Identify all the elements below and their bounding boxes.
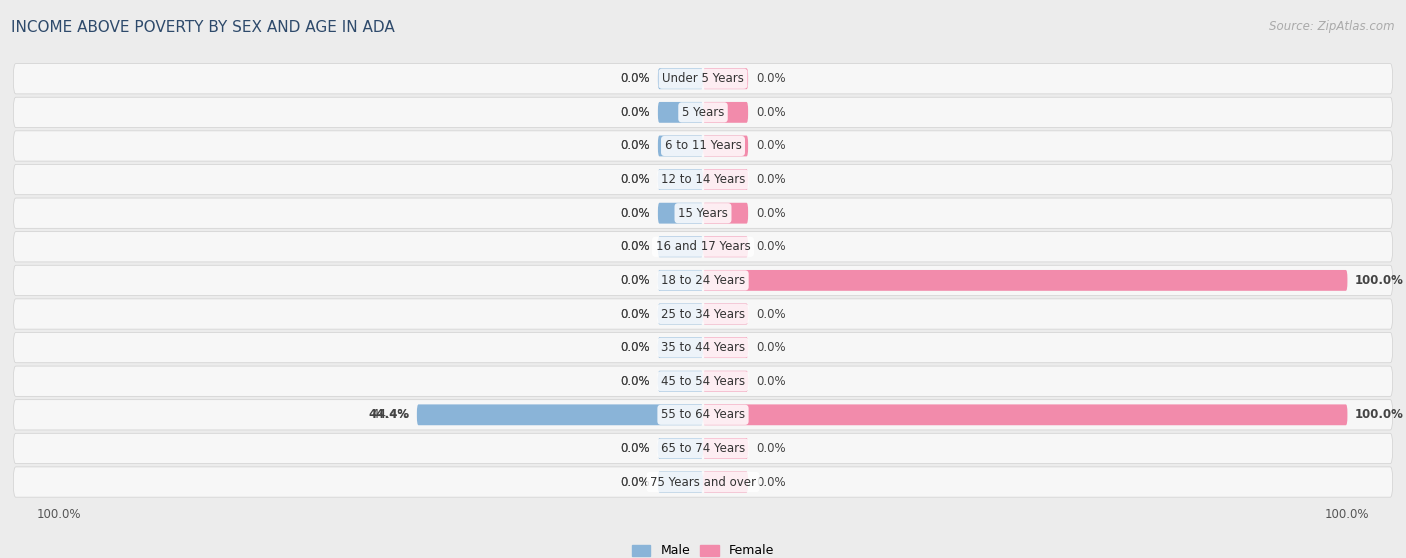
FancyBboxPatch shape — [14, 333, 1392, 363]
Text: 0.0%: 0.0% — [620, 341, 650, 354]
FancyBboxPatch shape — [658, 203, 703, 224]
Text: 0.0%: 0.0% — [620, 475, 650, 489]
FancyBboxPatch shape — [703, 102, 748, 123]
FancyBboxPatch shape — [14, 165, 1392, 195]
Text: 0.0%: 0.0% — [620, 206, 650, 220]
Text: 0.0%: 0.0% — [620, 206, 650, 220]
FancyBboxPatch shape — [658, 472, 703, 493]
Text: 0.0%: 0.0% — [620, 442, 650, 455]
Text: 0.0%: 0.0% — [756, 442, 786, 455]
FancyBboxPatch shape — [658, 270, 703, 291]
Text: 0.0%: 0.0% — [620, 274, 650, 287]
Text: 44.4%: 44.4% — [371, 408, 409, 421]
FancyBboxPatch shape — [14, 265, 1392, 296]
Text: 0.0%: 0.0% — [620, 240, 650, 253]
Text: Source: ZipAtlas.com: Source: ZipAtlas.com — [1270, 20, 1395, 32]
Text: 0.0%: 0.0% — [756, 375, 786, 388]
Text: 0.0%: 0.0% — [620, 375, 650, 388]
Text: 18 to 24 Years: 18 to 24 Years — [661, 274, 745, 287]
Text: 0.0%: 0.0% — [620, 106, 650, 119]
FancyBboxPatch shape — [658, 304, 703, 324]
Text: 16 and 17 Years: 16 and 17 Years — [655, 240, 751, 253]
FancyBboxPatch shape — [14, 131, 1392, 161]
FancyBboxPatch shape — [14, 64, 1392, 94]
FancyBboxPatch shape — [14, 198, 1392, 228]
Text: 0.0%: 0.0% — [620, 140, 650, 152]
FancyBboxPatch shape — [658, 136, 703, 156]
Text: 0.0%: 0.0% — [756, 106, 786, 119]
Text: 15 Years: 15 Years — [678, 206, 728, 220]
Text: 5 Years: 5 Years — [682, 106, 724, 119]
Text: 12 to 14 Years: 12 to 14 Years — [661, 173, 745, 186]
Legend: Male, Female: Male, Female — [627, 540, 779, 558]
Text: 55 to 64 Years: 55 to 64 Years — [661, 408, 745, 421]
Text: 0.0%: 0.0% — [756, 206, 786, 220]
Text: 0.0%: 0.0% — [756, 240, 786, 253]
Text: 0.0%: 0.0% — [620, 307, 650, 320]
FancyBboxPatch shape — [658, 237, 703, 257]
Text: 35 to 44 Years: 35 to 44 Years — [661, 341, 745, 354]
FancyBboxPatch shape — [658, 102, 703, 123]
FancyBboxPatch shape — [703, 438, 748, 459]
FancyBboxPatch shape — [14, 299, 1392, 329]
Text: 0.0%: 0.0% — [756, 475, 786, 489]
Text: 6 to 11 Years: 6 to 11 Years — [665, 140, 741, 152]
FancyBboxPatch shape — [703, 405, 1347, 425]
Text: 0.0%: 0.0% — [756, 140, 786, 152]
FancyBboxPatch shape — [703, 169, 748, 190]
Text: 0.0%: 0.0% — [756, 173, 786, 186]
Text: 0.0%: 0.0% — [620, 72, 650, 85]
Text: 0.0%: 0.0% — [620, 240, 650, 253]
Text: Under 5 Years: Under 5 Years — [662, 72, 744, 85]
Text: 0.0%: 0.0% — [620, 140, 650, 152]
Text: 45 to 54 Years: 45 to 54 Years — [661, 375, 745, 388]
Text: 0.0%: 0.0% — [620, 274, 650, 287]
FancyBboxPatch shape — [703, 237, 748, 257]
FancyBboxPatch shape — [418, 405, 703, 425]
Text: 0.0%: 0.0% — [620, 475, 650, 489]
Text: 0.0%: 0.0% — [620, 341, 650, 354]
FancyBboxPatch shape — [703, 337, 748, 358]
Text: 0.0%: 0.0% — [620, 442, 650, 455]
Text: 0.0%: 0.0% — [620, 173, 650, 186]
FancyBboxPatch shape — [14, 232, 1392, 262]
Text: 100.0%: 100.0% — [1355, 408, 1405, 421]
FancyBboxPatch shape — [703, 304, 748, 324]
FancyBboxPatch shape — [703, 136, 748, 156]
Text: 0.0%: 0.0% — [620, 173, 650, 186]
Text: 0.0%: 0.0% — [620, 375, 650, 388]
Text: 0.0%: 0.0% — [756, 307, 786, 320]
FancyBboxPatch shape — [703, 203, 748, 224]
FancyBboxPatch shape — [658, 337, 703, 358]
FancyBboxPatch shape — [703, 270, 1347, 291]
FancyBboxPatch shape — [658, 371, 703, 392]
FancyBboxPatch shape — [658, 438, 703, 459]
FancyBboxPatch shape — [658, 169, 703, 190]
FancyBboxPatch shape — [14, 97, 1392, 127]
Text: 75 Years and over: 75 Years and over — [650, 475, 756, 489]
Text: 0.0%: 0.0% — [620, 106, 650, 119]
Text: 44.4%: 44.4% — [368, 408, 409, 421]
FancyBboxPatch shape — [14, 400, 1392, 430]
Text: 0.0%: 0.0% — [756, 72, 786, 85]
FancyBboxPatch shape — [14, 467, 1392, 497]
FancyBboxPatch shape — [14, 434, 1392, 464]
FancyBboxPatch shape — [658, 68, 703, 89]
Text: 0.0%: 0.0% — [620, 307, 650, 320]
FancyBboxPatch shape — [703, 472, 748, 493]
Text: 0.0%: 0.0% — [756, 341, 786, 354]
FancyBboxPatch shape — [703, 371, 748, 392]
Text: 65 to 74 Years: 65 to 74 Years — [661, 442, 745, 455]
Text: INCOME ABOVE POVERTY BY SEX AND AGE IN ADA: INCOME ABOVE POVERTY BY SEX AND AGE IN A… — [11, 20, 395, 35]
FancyBboxPatch shape — [14, 366, 1392, 396]
Text: 100.0%: 100.0% — [1355, 274, 1405, 287]
FancyBboxPatch shape — [703, 68, 748, 89]
Text: 0.0%: 0.0% — [620, 72, 650, 85]
Text: 25 to 34 Years: 25 to 34 Years — [661, 307, 745, 320]
